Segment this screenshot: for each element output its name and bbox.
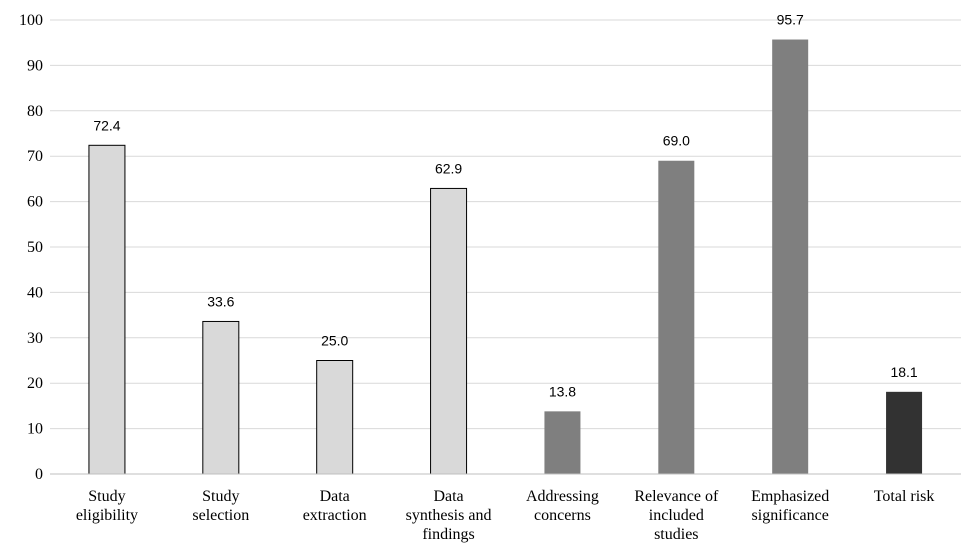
category-label-line: selection	[192, 507, 249, 524]
category-label-line: Study	[202, 488, 239, 505]
category-label-line: findings	[422, 526, 474, 543]
y-tick-label: 70	[27, 148, 43, 165]
data-label: 72.4	[93, 117, 120, 133]
y-tick-label: 10	[27, 421, 43, 438]
data-label: 95.7	[777, 12, 804, 28]
y-tick-label: 20	[27, 375, 43, 392]
category-label: Data extraction	[303, 488, 367, 524]
y-tick-label: 90	[27, 57, 43, 74]
category-label: Data synthesis and findings	[406, 488, 492, 543]
bar	[202, 320, 240, 475]
y-tick-label: 100	[19, 12, 43, 29]
category-label: Total risk	[874, 488, 935, 505]
category-labels: Study eligibility Study selection Data extrac…	[76, 488, 935, 543]
category-label-line: Study	[88, 488, 125, 505]
y-tick-label: 80	[27, 103, 43, 120]
category-label-line: Data	[320, 488, 350, 505]
y-tick-label: 30	[27, 330, 43, 347]
bar	[658, 160, 695, 475]
category-label-line: Data	[433, 488, 463, 505]
data-label: 13.8	[549, 383, 576, 399]
bar	[544, 411, 581, 474]
category-label: Emphasized significance	[751, 488, 829, 524]
bar	[88, 144, 126, 475]
data-label: 62.9	[435, 160, 462, 176]
category-label: Relevance of included studies	[634, 488, 719, 543]
y-tick-label: 50	[27, 239, 43, 256]
data-label: 25.0	[321, 333, 348, 349]
data-label: 33.6	[207, 293, 234, 309]
category-label-line: significance	[752, 507, 829, 524]
y-tick-label: 60	[27, 194, 43, 211]
data-labels: 72.4 33.6 25.0 62.9 13.8 69.0 95.7 18.1	[93, 12, 918, 400]
data-label: 69.0	[663, 133, 690, 149]
bar	[772, 39, 809, 474]
bar	[886, 391, 923, 474]
bar	[430, 187, 468, 475]
category-label-line: Total risk	[874, 488, 935, 505]
bar	[316, 360, 354, 475]
data-label: 18.1	[890, 364, 917, 380]
category-label: Study selection	[192, 488, 249, 524]
category-label-line: included	[649, 507, 704, 524]
y-tick-label: 40	[27, 284, 43, 301]
category-label-line: eligibility	[76, 507, 138, 524]
category-label-line: Addressing	[526, 488, 599, 505]
y-axis-ticks: 0 10 20 30 40 50 60 70 80 90 100	[19, 12, 43, 483]
category-label-line: concerns	[534, 507, 591, 524]
category-label-line: Relevance of	[634, 488, 719, 505]
y-tick-label: 0	[35, 466, 43, 483]
category-label-line: Emphasized	[751, 488, 829, 505]
category-label: Addressing concerns	[526, 488, 599, 524]
category-label-line: extraction	[303, 507, 367, 524]
category-label-line: synthesis and	[406, 507, 492, 524]
bars	[88, 39, 923, 475]
category-label-line: studies	[654, 526, 698, 543]
category-label: Study eligibility	[76, 488, 138, 524]
gridlines	[50, 19, 961, 430]
